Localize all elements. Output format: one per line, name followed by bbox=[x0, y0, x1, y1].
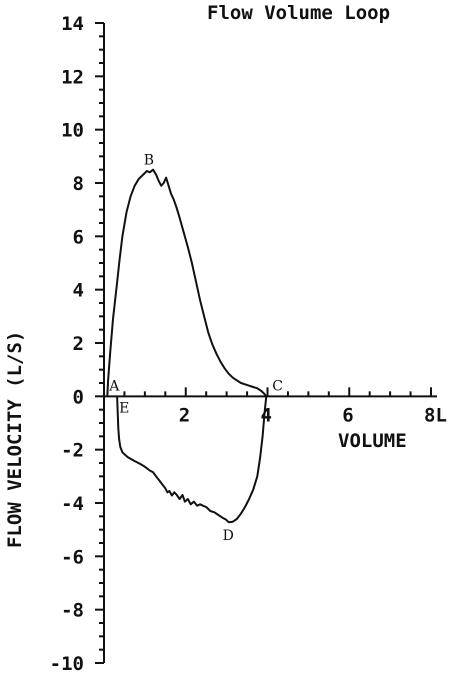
y-tick-label: -4 bbox=[61, 493, 84, 515]
tick-labels: 14 12 10 8 6 4 2 0 -2 -4 -6 -8 -10 2 4 6 8L bbox=[50, 13, 447, 675]
x-tick-label: 8L bbox=[424, 404, 447, 426]
point-label-c: C bbox=[272, 378, 283, 394]
point-label-b: B bbox=[144, 152, 154, 168]
y-axis-title: FLOW VELOCITY (L/S) bbox=[4, 331, 26, 548]
inspiratory-curve bbox=[116, 396, 268, 524]
y-tick-label: 14 bbox=[61, 13, 84, 35]
y-tick-label: 6 bbox=[73, 226, 84, 248]
ticks bbox=[95, 22, 432, 664]
curves bbox=[106, 168, 268, 524]
point-labels: A B C D E bbox=[108, 152, 283, 544]
y-tick-label: 12 bbox=[61, 66, 84, 88]
point-label-d: D bbox=[223, 528, 234, 544]
axes bbox=[103, 23, 437, 663]
y-tick-label: -10 bbox=[50, 653, 84, 675]
y-tick-label: -8 bbox=[61, 600, 84, 622]
y-tick-label: 8 bbox=[73, 173, 84, 195]
chart-title: Flow Volume Loop bbox=[207, 2, 390, 24]
point-label-a: A bbox=[108, 378, 120, 394]
y-tick-label: 0 bbox=[73, 386, 84, 408]
expiratory-curve bbox=[106, 168, 268, 397]
y-tick-label: 4 bbox=[73, 280, 84, 302]
x-axis-title: VOLUME bbox=[338, 430, 407, 452]
x-tick-label: 2 bbox=[179, 404, 190, 426]
point-label-e: E bbox=[119, 400, 129, 416]
y-tick-label: -6 bbox=[61, 546, 84, 568]
y-tick-label: -2 bbox=[61, 440, 84, 462]
x-tick-label: 4 bbox=[261, 404, 272, 426]
y-tick-label: 10 bbox=[61, 120, 84, 142]
x-tick-label: 6 bbox=[342, 404, 353, 426]
y-tick-label: 2 bbox=[73, 333, 84, 355]
